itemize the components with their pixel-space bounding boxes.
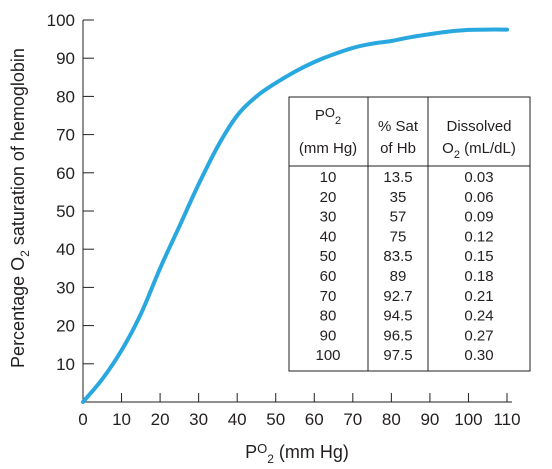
table-cell-r9-c0: 100 (315, 347, 340, 364)
table-cell-r4-c1: 83.5 (383, 248, 412, 265)
y-axis-title-prefix: Percentage O (8, 257, 28, 368)
y-tick-label-10: 10 (56, 355, 75, 374)
table-header-po2-sub-2: 2 (335, 115, 341, 127)
table-cell-r1-c0: 20 (320, 189, 337, 206)
table-cell-r3-c2: 0.12 (464, 228, 493, 245)
table-cell-r4-c0: 50 (320, 248, 337, 265)
y-axis-ticks: 10 20 30 40 50 60 70 80 90 100 (47, 11, 94, 374)
y-axis-title: Percentage O2 saturation of hemoglobin (8, 48, 32, 368)
table-cell-r0-c2: 0.03 (464, 169, 493, 186)
table-cell-r3-c0: 40 (320, 228, 337, 245)
table-cell-r9-c1: 97.5 (383, 347, 412, 364)
x-tick-label-40: 40 (228, 410, 247, 429)
y-tick-label-80: 80 (56, 87, 75, 106)
table-cell-r3-c1: 75 (390, 228, 407, 245)
table-body: 10 13.5 0.03 20 35 0.06 30 57 0.09 40 75 0.12 50 83.5… (315, 169, 493, 364)
table-cell-r5-c2: 0.18 (464, 268, 493, 285)
x-tick-label-30: 30 (189, 410, 208, 429)
table-cell-r7-c0: 80 (320, 308, 337, 325)
table-cell-r8-c2: 0.27 (464, 327, 493, 344)
table-header-po2: PO2 (315, 105, 341, 127)
table-header-dissolved-rest: (mL/dL) (460, 140, 516, 157)
table-cell-r8-c1: 96.5 (383, 327, 412, 344)
table-cell-r6-c1: 92.7 (383, 288, 412, 305)
y-tick-label-70: 70 (56, 126, 75, 145)
table-header-po2-sub-o: O (325, 105, 335, 120)
x-tick-label-110: 110 (493, 410, 520, 429)
table-cell-r2-c1: 57 (390, 209, 407, 226)
x-axis-title-sub-o: O (257, 441, 267, 456)
table-header-dissolved-sub-2: 2 (454, 149, 460, 161)
x-tick-label-20: 20 (151, 410, 170, 429)
table-cell-r0-c0: 10 (320, 169, 337, 186)
table-header-dissolved: Dissolved (446, 118, 511, 135)
x-axis-title-rest: (mm Hg) (274, 442, 349, 462)
x-tick-label-60: 60 (305, 410, 324, 429)
y-tick-label-40: 40 (56, 240, 75, 259)
table-cell-r5-c1: 89 (390, 268, 407, 285)
table-cell-r1-c2: 0.06 (464, 189, 493, 206)
y-tick-label-90: 90 (56, 49, 75, 68)
table-cell-r2-c2: 0.09 (464, 209, 493, 226)
y-tick-label-20: 20 (56, 317, 75, 336)
table-cell-r7-c1: 94.5 (383, 308, 412, 325)
x-axis-title-main: P (245, 442, 257, 462)
table-cell-r1-c1: 35 (390, 189, 407, 206)
table-cell-r6-c2: 0.21 (464, 288, 493, 305)
y-tick-label-60: 60 (56, 164, 75, 183)
table-header-po2-unit: (mm Hg) (299, 140, 357, 157)
y-tick-label-30: 30 (56, 278, 75, 297)
table-cell-r0-c1: 13.5 (383, 169, 412, 186)
saturation-curve (81, 27, 509, 404)
x-tick-label-70: 70 (343, 410, 362, 429)
y-axis-title-subscript: 2 (18, 250, 32, 257)
x-axis-title-sub-2: 2 (267, 452, 274, 466)
x-axis-title: PO2 (mm Hg) (245, 441, 349, 466)
y-tick-label-100: 100 (47, 11, 75, 30)
x-tick-label-10: 10 (112, 410, 131, 429)
data-table: PO2 (mm Hg) % Sat of Hb Dissolved O2 (mL… (288, 96, 531, 372)
table-header-dissolved-unit: O2 (mL/dL) (442, 140, 516, 161)
table-border (288, 96, 531, 372)
table-cell-r6-c0: 70 (320, 288, 337, 305)
x-tick-label-90: 90 (420, 410, 439, 429)
table-cell-r8-c0: 90 (320, 327, 337, 344)
y-tick-label-50: 50 (56, 202, 75, 221)
table-cell-r5-c0: 60 (320, 268, 337, 285)
table-header-sat-unit: of Hb (380, 140, 416, 157)
table-header-sat: % Sat (378, 118, 419, 135)
table-cell-r4-c2: 0.15 (464, 248, 493, 265)
table-cell-r9-c2: 0.30 (464, 347, 493, 364)
table-cell-r7-c2: 0.24 (464, 308, 493, 325)
x-axis-ticks: 0 10 20 30 40 50 60 70 80 90 100 110 (78, 393, 521, 429)
x-tick-label-50: 50 (266, 410, 285, 429)
y-axis-title-suffix: saturation of hemoglobin (8, 48, 28, 250)
x-tick-label-0: 0 (78, 410, 87, 429)
table-header-dissolved-o: O (442, 140, 454, 157)
x-tick-label-100: 100 (454, 410, 482, 429)
x-tick-label-80: 80 (382, 410, 401, 429)
table-cell-r2-c0: 30 (320, 209, 337, 226)
table-header-po2-main: P (315, 107, 325, 124)
